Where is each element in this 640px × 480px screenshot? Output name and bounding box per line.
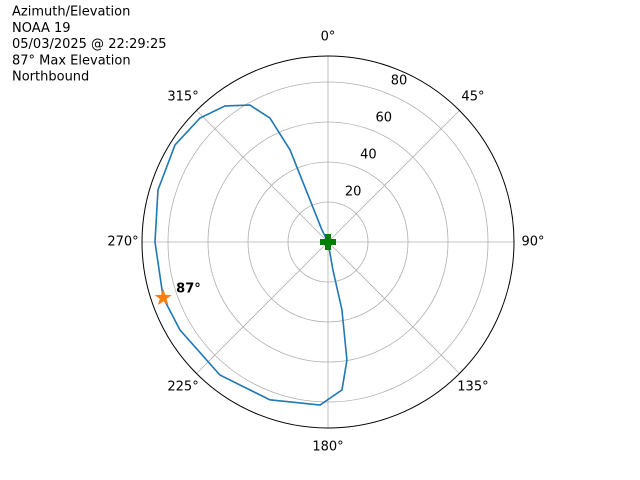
theta-tick-label: 45° — [461, 90, 484, 105]
theta-tick-label: 180° — [312, 440, 343, 455]
observer-marker — [320, 234, 336, 250]
grid-spoke — [196, 110, 329, 243]
track-line — [154, 104, 348, 406]
theta-tick-label: 135° — [457, 379, 488, 394]
title-line: Northbound — [12, 70, 89, 85]
theta-tick-label: 225° — [167, 379, 198, 394]
max-elevation-label: 87° — [176, 281, 201, 296]
theta-tick-label: 270° — [107, 235, 138, 250]
r-tick-label: 40 — [360, 147, 377, 162]
theta-tick-label: 90° — [521, 235, 544, 250]
theta-tick-label: 315° — [167, 90, 198, 105]
r-tick-label: 80 — [391, 73, 408, 88]
r-tick-label: 60 — [375, 110, 392, 125]
grid-spoke — [196, 241, 329, 374]
grid-spoke — [327, 241, 460, 374]
title-line: 87° Max Elevation — [12, 53, 131, 68]
title-line: Azimuth/Elevation — [12, 5, 130, 20]
max-elevation-marker — [154, 288, 172, 306]
r-tick-label: 20 — [345, 184, 362, 199]
grid-spoke — [327, 110, 460, 243]
title-line: NOAA 19 — [12, 21, 71, 36]
polar-frame — [141, 55, 515, 429]
theta-tick-label: 0° — [321, 30, 336, 45]
title-line: 05/03/2025 @ 22:29:25 — [12, 37, 167, 52]
